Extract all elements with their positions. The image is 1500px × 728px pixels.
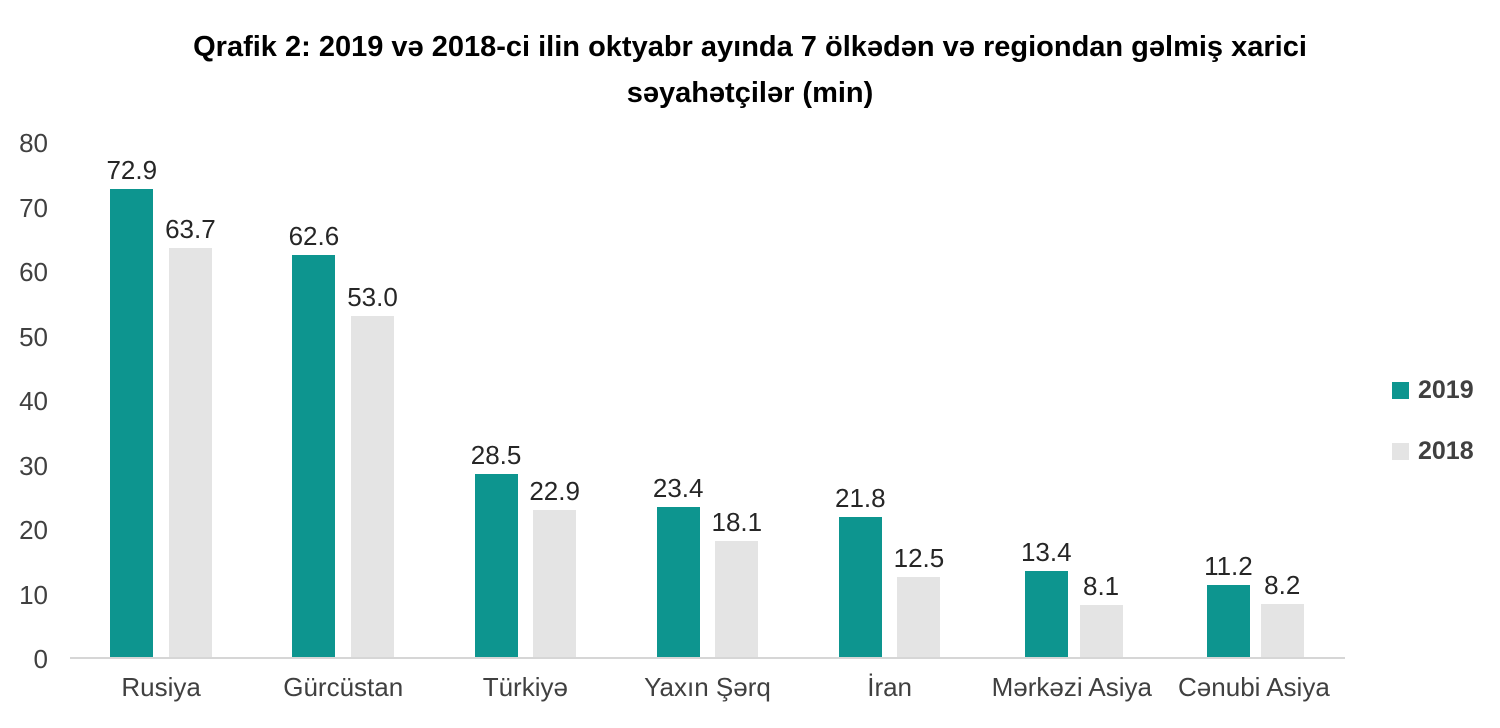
legend-swatch-2019 [1392, 382, 1409, 399]
category-label-4: Yaxın Şərq [644, 672, 771, 702]
bar-2018-3 [533, 509, 577, 657]
bar-2018-4 [715, 540, 759, 657]
bar-group-3: 28.5 22.9 [434, 143, 616, 657]
bar-2018-2 [351, 316, 394, 657]
bar-wrap: 62.6 [288, 143, 340, 657]
bar-wrap: 18.1 [711, 143, 762, 657]
category-label-3: Türkiyə [482, 672, 568, 702]
y-tick-label: 60 [19, 257, 48, 287]
value-label-2019: 11.2 [1204, 551, 1253, 582]
x-axis: Rusiya Gürcüstan Türkiyə Yaxın Şərq İran Mərk… [70, 672, 1345, 703]
bar-2019-2 [292, 254, 336, 657]
y-tick-label: 50 [19, 321, 48, 352]
y-tick-label: 80 [19, 128, 48, 158]
legend-label-2019: 2019 [1418, 376, 1474, 404]
bar-wrap: 11.2 [1204, 143, 1253, 657]
bar-2018-6 [1079, 604, 1123, 657]
bar-wrap: 13.4 [1021, 143, 1072, 657]
bar-group-4: 23.4 18.1 [616, 143, 798, 657]
value-label-2018: 63.7 [165, 213, 216, 244]
y-tick-label: 20 [19, 515, 48, 545]
bar-2019-7 [1206, 585, 1250, 657]
bar-wrap: 53.0 [347, 143, 398, 657]
bar-group-7: 11.2 8.2 [1163, 143, 1345, 657]
bar-group-6: 13.4 8.1 [981, 143, 1163, 657]
bar-2019-4 [656, 506, 700, 657]
bar-wrap: 12.5 [893, 143, 945, 657]
category-label-5: İran [867, 672, 913, 702]
bar-group-1: 72.9 63.7 [70, 143, 252, 657]
value-label-2018: 22.9 [529, 475, 580, 506]
bar-2019-1 [110, 188, 154, 657]
value-label-2018: 53.0 [347, 282, 398, 313]
value-label-2018: 12.5 [893, 542, 945, 573]
legend-item-2018: 2018 [1392, 439, 1474, 464]
bar-2019-3 [474, 473, 518, 657]
bar-2018-5 [897, 576, 941, 657]
value-label-2019: 72.9 [106, 154, 158, 185]
bar-group-5: 21.8 12.5 [799, 143, 981, 657]
y-tick-label: 10 [19, 579, 48, 610]
bar-2019-6 [1024, 570, 1068, 657]
category-label-6: Mərkəzi Asiya [991, 672, 1152, 702]
bar-wrap: 63.7 [165, 143, 216, 657]
value-label-2018: 8.2 [1264, 570, 1301, 601]
bar-wrap: 21.8 [835, 143, 886, 657]
value-label-2019: 21.8 [835, 482, 886, 513]
value-label-2019: 28.5 [470, 439, 522, 470]
value-label-2019: 13.4 [1020, 536, 1072, 567]
legend: 2019 2018 [1392, 378, 1474, 500]
bar-wrap: 23.4 [652, 143, 704, 657]
y-tick-label: 30 [19, 450, 48, 481]
category-label-7: Cənubi Asiya [1178, 672, 1330, 702]
y-tick-label: 40 [19, 386, 48, 416]
plot-area: 72.9 63.7 62.6 53.0 28.5 22.9 23.4 18.1 21.8 12.5… [70, 143, 1345, 659]
category-label-2: Gürcüstan [283, 672, 404, 702]
bar-wrap: 8.2 [1260, 143, 1304, 657]
category-label-1: Rusiya [121, 672, 201, 702]
y-tick-label: 0 [33, 644, 48, 674]
bar-2019-5 [838, 516, 882, 657]
legend-item-2019: 2019 [1392, 378, 1474, 403]
legend-label-2018: 2018 [1418, 437, 1474, 465]
value-label-2019: 23.4 [652, 472, 704, 503]
bar-group-2: 62.6 53.0 [252, 143, 434, 657]
bar-2018-7 [1260, 604, 1304, 657]
legend-swatch-2018 [1392, 443, 1409, 460]
value-label-2018: 8.1 [1083, 570, 1120, 601]
bar-wrap: 8.1 [1079, 143, 1123, 657]
chart-title: Qrafik 2: 2019 və 2018-ci ilin oktyabr a… [193, 31, 1307, 110]
bar-wrap: 28.5 [470, 143, 522, 657]
value-label-2018: 18.1 [711, 506, 763, 537]
bar-wrap: 72.9 [106, 143, 157, 657]
bar-wrap: 22.9 [529, 143, 580, 657]
bar-2018-1 [168, 247, 212, 657]
y-axis: 0 10 20 30 40 50 60 70 80 [0, 130, 52, 672]
y-tick-label: 70 [19, 192, 48, 223]
value-label-2019: 62.6 [288, 220, 340, 251]
